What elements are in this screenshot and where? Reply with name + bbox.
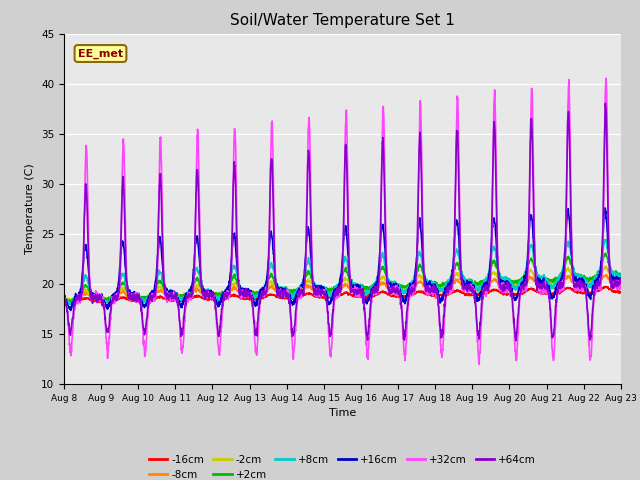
Line: +32cm: +32cm [64,78,621,364]
-2cm [61,299,68,304]
+64cm [216,330,223,336]
+8cm [617,274,625,280]
+2cm [371,280,379,286]
+16cm [568,254,575,260]
-16cm [359,294,367,300]
-2cm [216,293,223,299]
Line: -8cm: -8cm [64,275,621,302]
-8cm [504,285,512,290]
-8cm [359,289,367,295]
+32cm [504,286,512,292]
+16cm [601,205,609,211]
+64cm [584,307,591,312]
+64cm [512,338,520,344]
-2cm [602,264,610,269]
+8cm [67,302,74,308]
+8cm [568,258,575,264]
+32cm [476,361,483,367]
+32cm [60,298,68,303]
-16cm [584,290,591,296]
+16cm [216,301,223,307]
+32cm [602,75,610,81]
+2cm [66,300,74,305]
-16cm [568,286,575,292]
+32cm [584,305,591,311]
Line: -16cm: -16cm [64,287,621,303]
-8cm [584,283,591,289]
Line: +64cm: +64cm [64,103,621,341]
+16cm [617,276,625,282]
-16cm [602,284,609,289]
+16cm [584,290,591,296]
+16cm [359,290,367,296]
+8cm [504,278,512,284]
Line: -2cm: -2cm [64,266,621,301]
+16cm [67,308,74,313]
-8cm [371,287,379,292]
+64cm [568,253,575,259]
+32cm [216,351,223,357]
+8cm [60,297,68,303]
-2cm [584,279,591,285]
Line: +2cm: +2cm [64,253,621,302]
+2cm [584,275,591,281]
-8cm [63,300,71,305]
+2cm [504,276,512,281]
-16cm [617,290,625,296]
+64cm [617,279,625,285]
+16cm [371,281,379,287]
+32cm [617,282,625,288]
+64cm [602,100,609,106]
-16cm [504,291,512,297]
Text: EE_met: EE_met [78,48,123,59]
-2cm [568,271,575,276]
-2cm [371,284,379,290]
+64cm [371,288,378,294]
+8cm [602,237,610,242]
-16cm [67,300,75,306]
X-axis label: Time: Time [329,408,356,418]
-2cm [504,282,512,288]
-2cm [60,297,68,302]
+32cm [358,293,366,299]
-2cm [359,286,367,291]
+16cm [504,281,512,287]
-8cm [216,293,223,299]
+2cm [216,291,223,297]
+2cm [602,251,609,256]
+2cm [359,284,367,289]
-2cm [617,277,625,283]
-16cm [60,299,68,304]
Line: +16cm: +16cm [64,208,621,311]
+8cm [359,286,367,292]
+16cm [60,295,68,300]
-8cm [60,297,68,302]
Line: +8cm: +8cm [64,240,621,305]
+32cm [568,246,575,252]
-16cm [371,293,379,299]
+8cm [371,282,379,288]
-8cm [568,278,575,284]
-8cm [602,272,610,278]
-16cm [216,298,223,303]
Y-axis label: Temperature (C): Temperature (C) [26,163,35,254]
+2cm [617,273,625,279]
+8cm [584,282,591,288]
+8cm [216,295,223,301]
-8cm [617,281,625,287]
+2cm [568,264,575,269]
+64cm [60,299,68,304]
+2cm [60,296,68,302]
+64cm [504,284,512,290]
+32cm [371,287,378,293]
Legend: -16cm, -8cm, -2cm, +2cm, +8cm, +16cm, +32cm, +64cm: -16cm, -8cm, -2cm, +2cm, +8cm, +16cm, +3… [145,450,540,480]
Title: Soil/Water Temperature Set 1: Soil/Water Temperature Set 1 [230,13,455,28]
+64cm [358,290,366,296]
